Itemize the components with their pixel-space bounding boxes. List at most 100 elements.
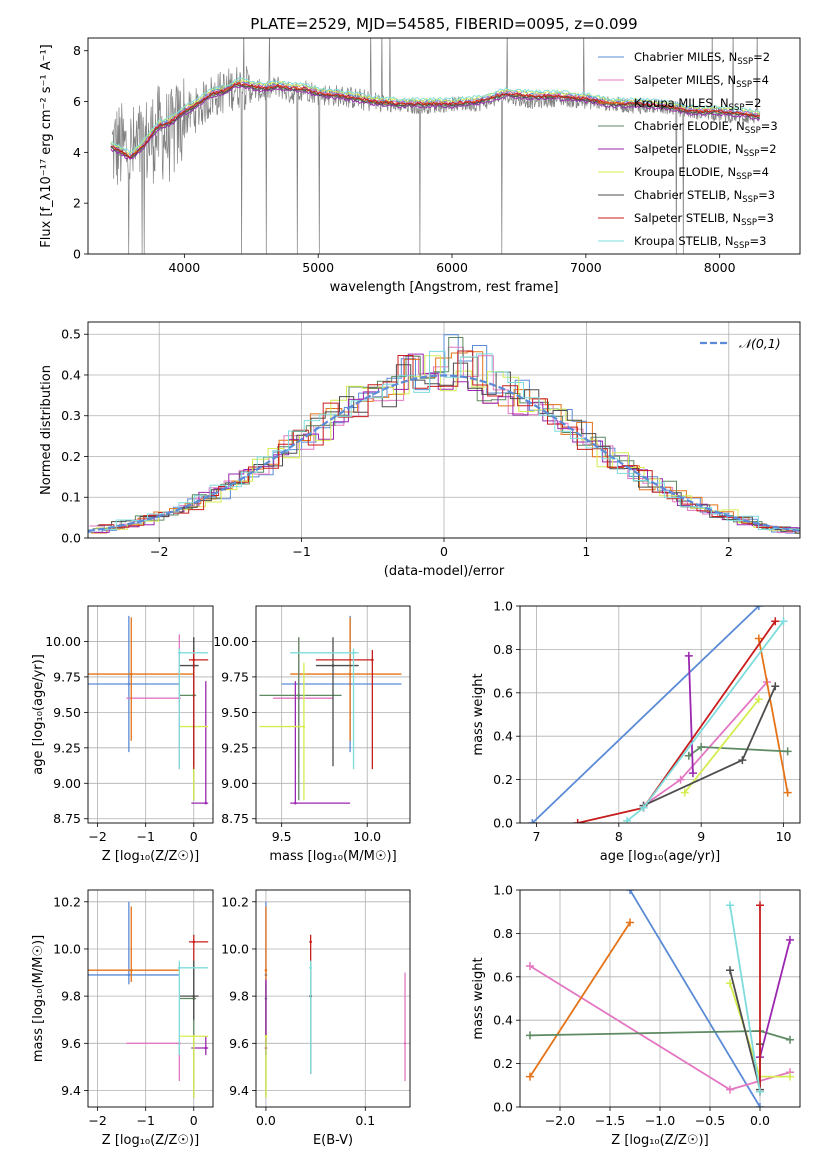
- mass-vs-Z-frame: [87, 889, 214, 1108]
- weight-vs-Z-ytick-label: 0.8: [493, 926, 513, 941]
- weight-vs-age-marker-7: [771, 617, 780, 626]
- histogram-step-7: [99, 350, 800, 532]
- mass-vs-Z-ytick-label: 10.2: [53, 894, 81, 909]
- age-vs-Z-point-4: [204, 801, 208, 805]
- mass-vs-Z-point-8: [178, 966, 181, 970]
- mass-vs-EBV-ytick-label: 9.8: [229, 989, 249, 1004]
- weight-vs-Z-marker-2: [626, 918, 634, 927]
- mass-vs-Z-point-2: [129, 968, 133, 972]
- age-vs-Z-ytick-label: 9.25: [53, 740, 81, 755]
- weight-vs-age-frame: [519, 605, 801, 824]
- legend-label-6: Chabrier STELIB, NSSP=3: [634, 188, 775, 205]
- mass-vs-Z-ytick-label: 9.8: [61, 989, 81, 1004]
- weight-vs-Z-marker-3: [786, 1035, 794, 1044]
- age-vs-mass-xtick-label: 10.0: [353, 829, 381, 844]
- weight-vs-Z-ytick-label: 0.0: [493, 1100, 513, 1115]
- age-vs-Z-plot-area: [88, 615, 209, 805]
- spectrum-plot-area: [110, 38, 761, 254]
- histogram-step-8: [100, 350, 800, 531]
- age-vs-mass-ytick-label: 10.00: [213, 634, 249, 649]
- histogram-ylabel: Normed distribution: [39, 365, 54, 495]
- weight-vs-Z-line-0: [629, 890, 761, 1107]
- gaussian-curve: [88, 374, 800, 532]
- weight-vs-Z-xtick-label: −1.0: [645, 1113, 675, 1128]
- mass-vs-EBV-frame: [255, 889, 411, 1108]
- age-vs-mass-frame: [255, 605, 411, 824]
- age-vs-mass-point-7: [371, 658, 374, 662]
- weight-vs-Z-ytick-label: 0.2: [493, 1056, 513, 1071]
- weight-vs-Z-marker-0: [756, 1103, 764, 1107]
- legend-label-0: Chabrier MILES, NSSP=2: [634, 50, 770, 67]
- legend-gaussian-label: 𝒩(0,1): [739, 336, 781, 351]
- histogram-xtick-label: −1: [292, 544, 310, 559]
- weight-vs-age-marker-0: [754, 606, 763, 610]
- model-spectrum-8: [110, 76, 760, 154]
- weight-vs-Z-marker-1: [526, 961, 534, 970]
- mass-vs-EBV-ytick-label: 10.0: [221, 941, 249, 956]
- age-vs-Z-ytick-label: 9.75: [53, 669, 81, 684]
- weight-vs-age-line-2: [757, 638, 789, 793]
- weight-vs-Z-xtick-label: −2.0: [545, 1113, 575, 1128]
- model-spectrum-4: [110, 86, 760, 160]
- mass-vs-EBV-point-8: [309, 966, 312, 970]
- histogram-frame: [87, 321, 801, 539]
- legend-label-1: Salpeter MILES, NSSP=4: [634, 73, 769, 90]
- spectrum-ytick-label: 6: [73, 94, 81, 109]
- mass-vs-EBV-ytick-label: 9.6: [229, 1036, 249, 1051]
- mass-vs-Z-ylabel: mass [log₁₀(M/M☉)]: [31, 935, 46, 1062]
- weight-vs-age-ytick-label: 0.6: [493, 685, 513, 700]
- mass-vs-EBV-point-7: [309, 940, 312, 944]
- weight-vs-age-line-4: [687, 655, 694, 774]
- mass-vs-Z-xlabel: Z [log₁₀(Z/Z☉)]: [102, 1133, 199, 1148]
- age-vs-Z-frame: [87, 605, 214, 824]
- age-vs-Z-xlabel: Z [log₁₀(Z/Z☉)]: [102, 849, 199, 864]
- weight-vs-Z-xtick-label: −1.5: [595, 1113, 625, 1128]
- histogram-ytick-label: 0.0: [61, 531, 81, 546]
- weight-vs-age-ytick-label: 0.0: [493, 816, 513, 831]
- spectrum-xtick-label: 4000: [168, 260, 200, 275]
- weight-vs-Z-marker-5: [786, 1072, 794, 1081]
- weight-vs-age-marker-5: [680, 788, 689, 797]
- weight-vs-age-marker-4: [684, 651, 693, 660]
- histogram-xlabel: (data-model)/error: [384, 564, 505, 579]
- spectrum-ytick-label: 8: [73, 43, 81, 58]
- weight-vs-Z-ytick-label: 1.0: [493, 883, 513, 898]
- legend-label-8: Kroupa STELIB, NSSP=3: [634, 234, 766, 251]
- legend-label-3: Chabrier ELODIE, NSSP=3: [634, 119, 778, 136]
- spectrum-xtick-label: 5000: [302, 260, 334, 275]
- weight-vs-age-ytick-label: 0.2: [493, 772, 513, 787]
- weight-vs-age-marker-7: [573, 819, 582, 823]
- legend-label-7: Salpeter STELIB, NSSP=3: [634, 211, 774, 228]
- weight-vs-Z-line-8: [729, 905, 761, 1092]
- weight-vs-age-line-0: [531, 606, 760, 823]
- mass-vs-EBV-ytick-label: 10.2: [221, 894, 249, 909]
- weight-vs-age-xtick-label: 9: [697, 829, 705, 844]
- weight-vs-Z-marker-8: [756, 1087, 764, 1096]
- histogram-xtick-label: 0: [440, 544, 448, 559]
- weight-vs-Z-ytick-label: 0.4: [493, 1013, 513, 1028]
- histogram-step-4: [94, 353, 800, 533]
- spectrum-xtick-label: 8000: [704, 260, 736, 275]
- weight-vs-age-marker-4: [688, 769, 697, 778]
- weight-vs-age-marker-6: [738, 756, 747, 765]
- mass-vs-Z-point-6: [192, 994, 196, 998]
- mass-vs-Z-xtick-label: 0: [190, 1113, 198, 1128]
- histogram-ytick-label: 0.2: [61, 449, 81, 464]
- histogram-ytick-label: 0.1: [61, 490, 81, 505]
- weight-vs-age-plot-area: [528, 606, 792, 823]
- weight-vs-age-line-7: [577, 620, 777, 823]
- weight-vs-Z-plot-area: [526, 890, 794, 1107]
- histogram-ytick-label: 0.3: [61, 408, 81, 423]
- weight-vs-age-xtick-label: 7: [532, 829, 540, 844]
- mass-vs-Z-ytick-label: 9.6: [61, 1036, 81, 1051]
- mass-vs-Z-plot-area: [88, 901, 209, 1098]
- weight-vs-Z-marker-2: [526, 1072, 534, 1081]
- age-vs-Z-ytick-label: 9.50: [53, 705, 81, 720]
- histogram-xtick-label: 1: [582, 544, 590, 559]
- weight-vs-age-xtick-label: 10: [776, 829, 792, 844]
- mass-vs-EBV-point-5: [264, 1034, 268, 1038]
- mass-vs-EBV-point-2: [264, 968, 268, 972]
- mass-vs-Z-xtick-label: −1: [136, 1113, 154, 1128]
- mass-vs-Z-point-0: [127, 973, 131, 977]
- age-vs-mass-ytick-label: 9.00: [221, 776, 249, 791]
